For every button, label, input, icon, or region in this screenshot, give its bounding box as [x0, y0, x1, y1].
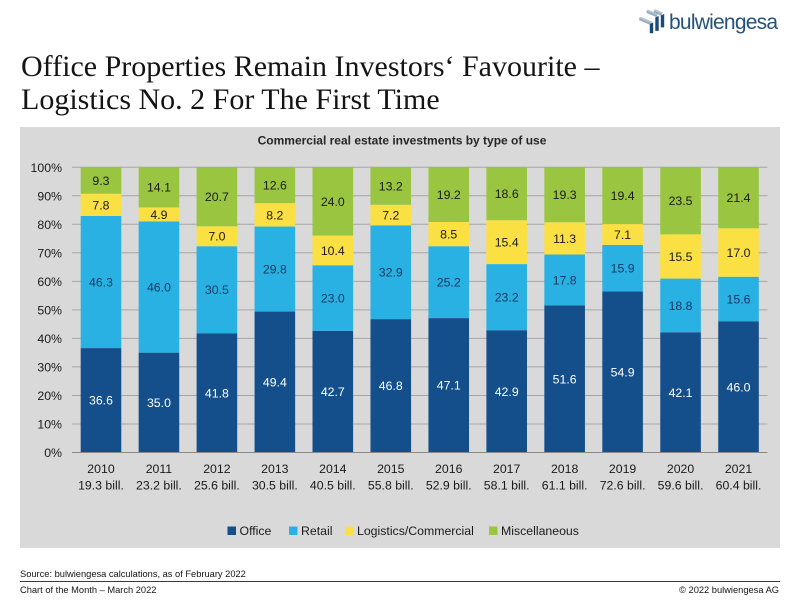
svg-text:17.8: 17.8 — [553, 273, 577, 287]
svg-text:30%: 30% — [37, 361, 62, 375]
svg-text:10.4: 10.4 — [321, 244, 345, 258]
svg-text:32.9: 32.9 — [379, 266, 403, 280]
svg-text:15.6: 15.6 — [727, 292, 751, 306]
svg-text:Office: Office — [240, 524, 272, 538]
svg-text:12.6: 12.6 — [263, 179, 287, 193]
svg-text:7.2: 7.2 — [382, 208, 399, 222]
svg-text:30.5: 30.5 — [205, 283, 229, 297]
svg-text:7.8: 7.8 — [92, 198, 109, 212]
svg-text:2019: 2019 — [609, 462, 637, 476]
svg-text:15.4: 15.4 — [495, 236, 519, 250]
svg-text:10%: 10% — [37, 418, 62, 432]
svg-text:19.2: 19.2 — [437, 188, 461, 202]
svg-text:11.3: 11.3 — [553, 232, 576, 246]
svg-text:2013: 2013 — [261, 462, 289, 476]
svg-text:55.8 bill.: 55.8 bill. — [368, 478, 414, 492]
svg-text:14.1: 14.1 — [147, 181, 171, 195]
svg-text:40.5 bill.: 40.5 bill. — [310, 478, 356, 492]
svg-text:100%: 100% — [31, 161, 63, 175]
svg-text:40%: 40% — [37, 332, 62, 346]
svg-text:46.8: 46.8 — [379, 379, 403, 393]
svg-text:25.2: 25.2 — [437, 276, 461, 290]
svg-text:18.8: 18.8 — [669, 299, 693, 313]
svg-text:23.0: 23.0 — [321, 291, 345, 305]
svg-text:25.6 bill.: 25.6 bill. — [194, 478, 240, 492]
svg-text:2018: 2018 — [551, 462, 579, 476]
svg-text:2021: 2021 — [725, 462, 753, 476]
svg-text:9.3: 9.3 — [92, 174, 109, 188]
svg-text:35.0: 35.0 — [147, 396, 171, 410]
svg-text:23.2 bill.: 23.2 bill. — [136, 478, 182, 492]
svg-text:15.5: 15.5 — [669, 250, 693, 264]
svg-text:60.4 bill.: 60.4 bill. — [716, 478, 762, 492]
svg-text:90%: 90% — [37, 189, 62, 203]
svg-text:41.8: 41.8 — [205, 386, 229, 400]
svg-text:24.0: 24.0 — [321, 195, 345, 209]
svg-text:47.1: 47.1 — [437, 379, 461, 393]
svg-text:17.0: 17.0 — [727, 246, 751, 260]
svg-text:70%: 70% — [37, 246, 62, 260]
svg-text:23.2: 23.2 — [495, 291, 519, 305]
svg-text:8.5: 8.5 — [440, 228, 457, 242]
svg-text:59.6 bill.: 59.6 bill. — [658, 478, 704, 492]
svg-text:20.7: 20.7 — [205, 190, 229, 204]
svg-text:58.1 bill.: 58.1 bill. — [484, 478, 530, 492]
svg-text:52.9 bill.: 52.9 bill. — [426, 478, 472, 492]
svg-text:19.3: 19.3 — [553, 188, 577, 202]
svg-text:19.3 bill.: 19.3 bill. — [78, 478, 124, 492]
svg-text:2017: 2017 — [493, 462, 521, 476]
svg-text:8.2: 8.2 — [266, 208, 283, 222]
svg-text:2012: 2012 — [203, 462, 231, 476]
svg-text:7.0: 7.0 — [208, 230, 225, 244]
svg-text:54.9: 54.9 — [611, 365, 635, 379]
svg-text:19.4: 19.4 — [611, 189, 635, 203]
svg-text:49.4: 49.4 — [263, 375, 287, 389]
svg-text:Retail: Retail — [301, 524, 332, 538]
svg-text:61.1 bill.: 61.1 bill. — [542, 478, 588, 492]
svg-text:42.1: 42.1 — [669, 386, 693, 400]
svg-text:42.7: 42.7 — [321, 385, 345, 399]
svg-text:30.5 bill.: 30.5 bill. — [252, 478, 298, 492]
svg-text:2011: 2011 — [146, 462, 173, 476]
svg-text:42.9: 42.9 — [495, 385, 519, 399]
svg-text:46.0: 46.0 — [727, 380, 751, 394]
svg-text:46.3: 46.3 — [89, 275, 113, 289]
svg-text:23.5: 23.5 — [669, 194, 693, 208]
svg-text:4.9: 4.9 — [150, 208, 167, 222]
svg-text:20%: 20% — [37, 389, 62, 403]
svg-text:18.6: 18.6 — [495, 187, 519, 201]
svg-text:Commercial real estate investm: Commercial real estate investments by ty… — [258, 134, 547, 148]
svg-text:51.6: 51.6 — [553, 372, 577, 386]
svg-text:50%: 50% — [37, 303, 62, 317]
svg-text:36.6: 36.6 — [89, 394, 113, 408]
svg-text:29.8: 29.8 — [263, 262, 287, 276]
svg-text:21.4: 21.4 — [727, 191, 751, 205]
svg-text:2015: 2015 — [377, 462, 405, 476]
svg-text:Miscellaneous: Miscellaneous — [501, 524, 579, 538]
svg-text:80%: 80% — [37, 218, 62, 232]
svg-text:46.0: 46.0 — [147, 280, 171, 294]
svg-text:Logistics/Commercial: Logistics/Commercial — [357, 524, 474, 538]
svg-text:2016: 2016 — [435, 462, 463, 476]
svg-text:72.6 bill.: 72.6 bill. — [600, 478, 646, 492]
svg-text:0%: 0% — [44, 446, 62, 460]
svg-text:2020: 2020 — [667, 462, 695, 476]
svg-text:2014: 2014 — [319, 462, 347, 476]
svg-text:60%: 60% — [37, 275, 62, 289]
svg-text:15.9: 15.9 — [611, 262, 635, 276]
svg-text:13.2: 13.2 — [379, 179, 403, 193]
svg-text:2010: 2010 — [87, 462, 115, 476]
svg-text:7.1: 7.1 — [614, 228, 631, 242]
